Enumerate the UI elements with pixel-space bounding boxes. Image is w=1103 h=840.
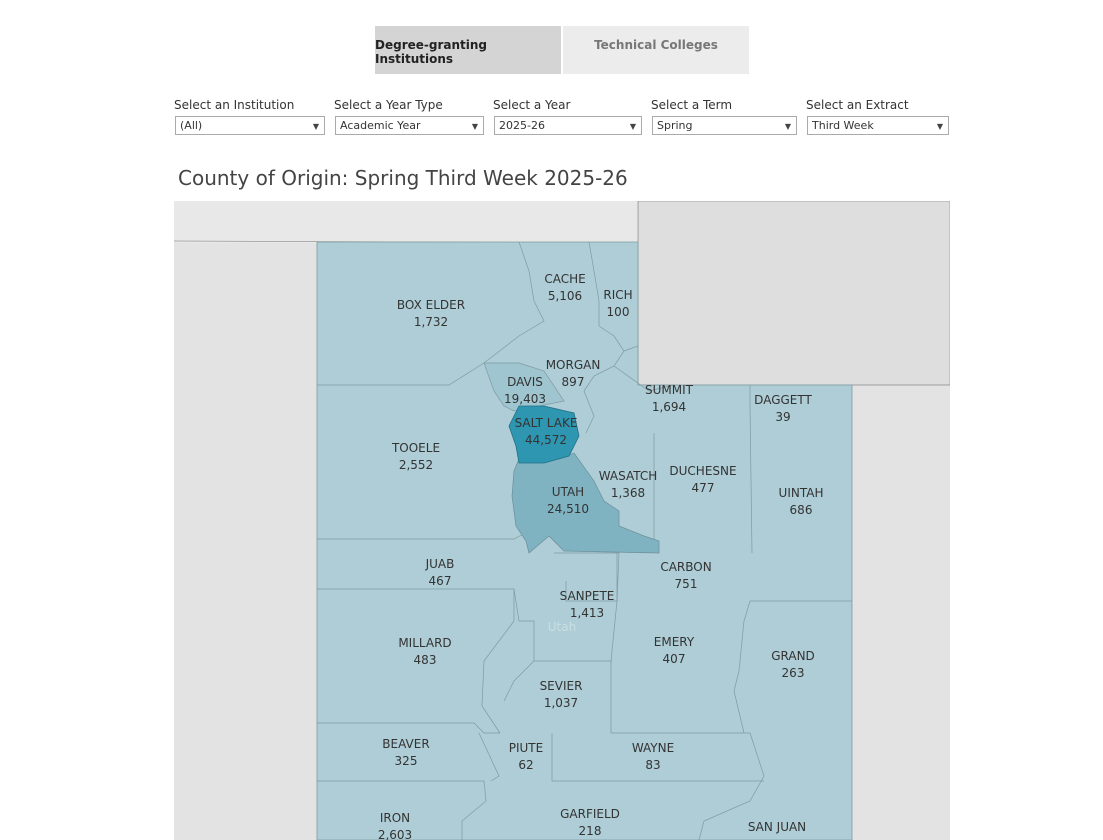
chevron-down-icon: ▼	[629, 122, 636, 131]
county-value-juab: 467	[429, 574, 452, 588]
county-label-iron: IRON	[380, 811, 410, 825]
chevron-down-icon: ▼	[312, 122, 319, 131]
extract-select[interactable]: Third Week ▼	[807, 116, 949, 135]
county-value-wayne: 83	[645, 758, 660, 772]
county-label-summit: SUMMIT	[645, 383, 694, 397]
county-value-tooele: 2,552	[399, 458, 433, 472]
county-value-duchesne: 477	[692, 481, 715, 495]
tab-technical-colleges[interactable]: Technical Colleges	[563, 26, 749, 74]
county-value-sanpete: 1,413	[570, 606, 604, 620]
county-label-sevier: SEVIER	[540, 679, 583, 693]
chevron-down-icon: ▼	[936, 122, 943, 131]
county-label-sanpete: SANPETE	[560, 589, 615, 603]
county-value-carbon: 751	[675, 577, 698, 591]
county-value-salt-lake: 44,572	[525, 433, 567, 447]
county-labels: BOX ELDER 1,732 CACHE 5,106 RICH 100 MOR…	[378, 272, 824, 840]
county-value-box-elder: 1,732	[414, 315, 448, 329]
county-map-svg: Utah BOX ELDER 1,732 CACHE 5,106 RICH 10…	[174, 201, 950, 840]
county-value-grand: 263	[782, 666, 805, 680]
extract-select-value: Third Week	[812, 119, 874, 132]
institution-filter-label: Select an Institution	[174, 98, 295, 112]
county-map[interactable]: Utah BOX ELDER 1,732 CACHE 5,106 RICH 10…	[174, 201, 950, 840]
extract-filter: Select an Extract Third Week ▼	[806, 98, 949, 135]
county-value-iron: 2,603	[378, 828, 412, 840]
county-value-millard: 483	[414, 653, 437, 667]
county-value-rich: 100	[607, 305, 630, 319]
county-value-beaver: 325	[395, 754, 418, 768]
year-type-filter-label: Select a Year Type	[334, 98, 443, 112]
institution-select-value: (All)	[180, 119, 203, 132]
county-label-wayne: WAYNE	[632, 741, 674, 755]
salt-lake-county-shape	[508, 405, 580, 464]
county-label-emery: EMERY	[654, 635, 695, 649]
county-label-tooele: TOOELE	[391, 441, 440, 455]
year-type-filter: Select a Year Type Academic Year ▼	[334, 98, 484, 135]
chevron-down-icon: ▼	[471, 122, 478, 131]
county-label-rich: RICH	[603, 288, 632, 302]
county-label-morgan: MORGAN	[546, 358, 601, 372]
county-label-cache: CACHE	[544, 272, 585, 286]
county-label-box-elder: BOX ELDER	[397, 298, 465, 312]
county-label-daggett: DAGGETT	[754, 393, 812, 407]
term-filter: Select a Term Spring ▼	[651, 98, 797, 135]
county-value-utah: 24,510	[547, 502, 589, 516]
institution-type-tabs: Degree-granting Institutions Technical C…	[375, 26, 749, 74]
county-value-sevier: 1,037	[544, 696, 578, 710]
term-filter-label: Select a Term	[651, 98, 733, 112]
county-label-utah: UTAH	[552, 485, 584, 499]
county-value-daggett: 39	[775, 410, 790, 424]
county-value-garfield: 218	[579, 824, 602, 838]
year-select[interactable]: 2025-26 ▼	[494, 116, 642, 135]
county-value-summit: 1,694	[652, 400, 686, 414]
term-select-value: Spring	[657, 119, 693, 132]
county-label-carbon: CARBON	[660, 560, 711, 574]
institution-filter: Select an Institution (All) ▼	[174, 98, 325, 135]
chevron-down-icon: ▼	[784, 122, 791, 131]
map-title: County of Origin: Spring Third Week 2025…	[178, 166, 628, 190]
county-label-millard: MILLARD	[398, 636, 451, 650]
county-label-san-juan: SAN JUAN	[748, 820, 806, 834]
institution-select[interactable]: (All) ▼	[175, 116, 325, 135]
state-label-utah: Utah	[548, 620, 576, 634]
year-select-value: 2025-26	[499, 119, 545, 132]
county-label-piute: PIUTE	[509, 741, 543, 755]
county-label-beaver: BEAVER	[382, 737, 429, 751]
extract-filter-label: Select an Extract	[806, 98, 909, 112]
idaho-region	[174, 201, 638, 243]
county-label-salt-lake: SALT LAKE	[515, 416, 578, 430]
year-filter-label: Select a Year	[493, 98, 571, 112]
tab-degree-granting[interactable]: Degree-granting Institutions	[375, 26, 561, 74]
year-filter: Select a Year 2025-26 ▼	[493, 98, 642, 135]
term-select[interactable]: Spring ▼	[652, 116, 797, 135]
county-label-grand: GRAND	[771, 649, 815, 663]
county-label-juab: JUAB	[425, 557, 455, 571]
county-label-garfield: GARFIELD	[560, 807, 620, 821]
county-value-davis: 19,403	[504, 392, 546, 406]
county-label-davis: DAVIS	[507, 375, 543, 389]
county-label-uintah: UINTAH	[779, 486, 824, 500]
county-value-wasatch: 1,368	[611, 486, 645, 500]
year-type-select-value: Academic Year	[340, 119, 421, 132]
county-label-wasatch: WASATCH	[599, 469, 658, 483]
utah-county-shape	[511, 452, 660, 554]
county-value-piute: 62	[518, 758, 533, 772]
county-value-cache: 5,106	[548, 289, 582, 303]
wyoming-region	[637, 201, 950, 386]
county-value-emery: 407	[663, 652, 686, 666]
county-label-duchesne: DUCHESNE	[669, 464, 736, 478]
year-type-select[interactable]: Academic Year ▼	[335, 116, 484, 135]
county-value-morgan: 897	[562, 375, 585, 389]
county-value-uintah: 686	[790, 503, 813, 517]
